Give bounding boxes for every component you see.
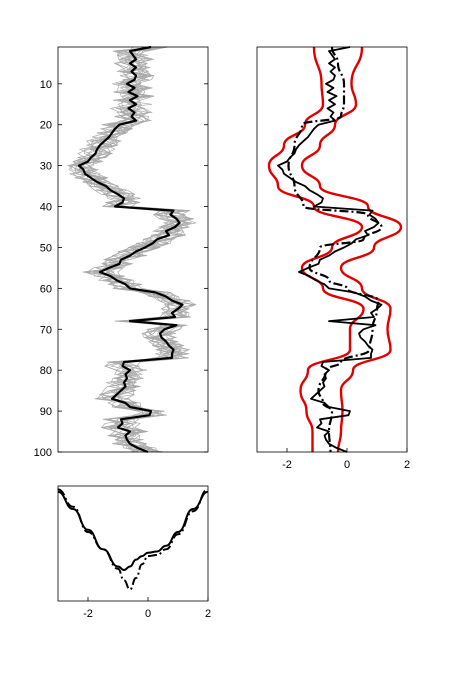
ensemble-line — [72, 46, 196, 453]
y-tick-label: 50 — [40, 242, 52, 254]
y-tick-label: 10 — [40, 79, 52, 91]
x-tick-label: 0 — [145, 608, 151, 620]
ensemble-line — [72, 46, 195, 453]
x-tick-label: 2 — [205, 608, 211, 620]
solid-curve-line — [57, 490, 209, 572]
right-frame — [256, 46, 408, 453]
y-tick-label: 40 — [40, 202, 52, 214]
bottom-panel: -2 0 2 — [57, 485, 211, 620]
y-tick-label: 60 — [40, 283, 52, 295]
y-tick-label: 30 — [40, 161, 52, 173]
right-panel: -2 0 2 — [256, 46, 410, 471]
solid-trace-line — [277, 46, 383, 453]
bottom-frame — [57, 485, 209, 602]
x-tick-label: -2 — [282, 459, 292, 471]
left-frame — [57, 46, 209, 453]
y-tick-label: 20 — [40, 120, 52, 132]
dash-dot-trace-line — [287, 46, 383, 453]
y-tick-label: 100 — [34, 447, 52, 459]
red-envelope-upper-line — [300, 46, 403, 453]
y-tick-label: 70 — [40, 324, 52, 336]
x-tick-label: -2 — [83, 608, 93, 620]
x-tick-label: 2 — [404, 459, 410, 471]
bold-trace-line — [77, 45, 184, 454]
y-tick-label: 80 — [40, 365, 52, 377]
left-panel: 10 20 30 40 50 60 70 80 90 100 — [34, 45, 209, 459]
y-tick-label: 90 — [40, 406, 52, 418]
dash-dot-curve-line — [57, 488, 209, 591]
red-envelope-lower-line — [267, 46, 365, 453]
x-tick-label: 0 — [344, 459, 350, 471]
